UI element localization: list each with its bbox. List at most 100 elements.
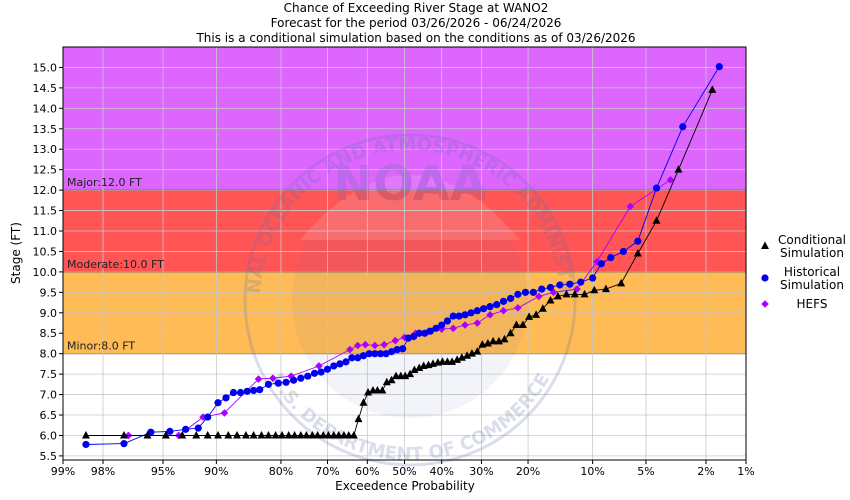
data-point xyxy=(243,387,251,395)
data-point xyxy=(81,430,90,439)
data-point xyxy=(277,430,286,439)
flood-band-label: Major:12.0 FT xyxy=(67,176,142,189)
data-point xyxy=(304,372,312,380)
data-point xyxy=(415,329,423,337)
data-point xyxy=(506,328,515,337)
data-point xyxy=(353,341,362,350)
data-point xyxy=(214,430,223,439)
data-point xyxy=(256,386,264,394)
data-point xyxy=(535,292,543,301)
data-point xyxy=(438,321,446,329)
data-point xyxy=(652,184,661,192)
data-point xyxy=(525,312,534,320)
data-point xyxy=(359,398,368,406)
data-point xyxy=(494,336,503,345)
data-point xyxy=(553,291,562,300)
chart-subtitle: Forecast for the period 03/26/2026 - 06/… xyxy=(271,16,562,30)
data-point xyxy=(570,289,579,298)
data-point xyxy=(421,329,429,337)
y-tick-label: 11.5 xyxy=(33,205,58,218)
data-point xyxy=(633,249,642,257)
x-tick-label: 2% xyxy=(697,465,714,478)
data-point xyxy=(192,430,201,439)
data-point xyxy=(512,320,521,329)
data-point xyxy=(391,336,400,345)
data-point xyxy=(166,427,174,435)
y-axis: 5.5 6.0 6.5 7.0 7.5 8.0 8.5 9.0 9.5 10.0 10.5 11.0 1… xyxy=(33,61,63,463)
grid-lines xyxy=(63,47,746,460)
data-point xyxy=(178,430,187,439)
data-point xyxy=(473,307,481,315)
data-point xyxy=(271,430,280,439)
data-point xyxy=(241,430,250,439)
y-tick-label: 6.5 xyxy=(40,409,58,422)
data-point xyxy=(371,350,379,358)
y-tick-label: 10.5 xyxy=(33,245,58,258)
data-point xyxy=(486,303,494,311)
watermark-logo-text: NOAA xyxy=(333,156,487,212)
data-point xyxy=(388,348,396,356)
x-axis-title: Exceedence Probability xyxy=(335,479,475,493)
y-tick-label: 11.0 xyxy=(33,225,58,238)
data-point xyxy=(282,378,290,386)
x-tick-label: 1% xyxy=(737,465,754,478)
legend-label: Historical xyxy=(784,265,840,279)
data-point xyxy=(250,386,258,395)
data-point xyxy=(274,379,282,387)
data-point xyxy=(486,311,494,319)
data-point xyxy=(361,340,370,349)
y-tick-label: 14.0 xyxy=(33,102,58,115)
y-tick-label: 9.0 xyxy=(40,307,58,320)
data-point xyxy=(382,350,390,358)
x-tick-label: 10% xyxy=(580,465,604,478)
legend: ConditionalSimulationHistoricalSimulatio… xyxy=(761,233,846,311)
chart-subtitle-2: This is a conditional simulation based o… xyxy=(195,31,635,45)
data-point xyxy=(532,310,541,318)
data-point xyxy=(597,260,605,268)
data-point xyxy=(284,430,293,439)
data-point xyxy=(449,312,457,320)
y-tick-label: 6.0 xyxy=(40,429,58,442)
data-point xyxy=(562,289,571,298)
legend-label: Conditional xyxy=(778,233,846,247)
y-tick-label: 12.0 xyxy=(33,184,58,197)
data-point xyxy=(315,362,323,370)
data-point xyxy=(143,430,152,439)
y-tick-label: 13.5 xyxy=(33,123,58,136)
legend-item: HEFS xyxy=(761,297,827,311)
data-point xyxy=(674,165,683,173)
x-tick-label: 95% xyxy=(151,465,175,478)
y-tick-label: 7.5 xyxy=(40,368,58,381)
x-tick-label: 90% xyxy=(204,465,228,478)
data-point xyxy=(715,63,723,71)
data-point xyxy=(342,358,350,366)
data-point xyxy=(679,123,687,131)
data-point xyxy=(634,237,642,245)
data-point xyxy=(589,274,597,282)
y-tick-label: 13.0 xyxy=(33,143,58,156)
data-point xyxy=(290,430,299,439)
legend-label: Simulation xyxy=(780,278,844,292)
legend-marker xyxy=(761,274,769,282)
data-point xyxy=(708,85,717,93)
data-point xyxy=(203,430,212,439)
data-point xyxy=(348,354,356,362)
y-tick-label: 8.0 xyxy=(40,348,58,361)
data-point xyxy=(406,369,415,378)
y-tick-label: 8.5 xyxy=(40,327,58,340)
series-conditional-simulation xyxy=(81,85,717,439)
data-point xyxy=(222,394,230,402)
data-point xyxy=(334,430,343,439)
data-point xyxy=(371,341,379,350)
data-point xyxy=(249,430,258,439)
data-point xyxy=(393,345,401,354)
data-point xyxy=(257,430,266,439)
data-point xyxy=(161,430,170,439)
data-point xyxy=(619,247,627,256)
y-axis-title: Stage (FT) xyxy=(9,222,23,284)
data-point xyxy=(467,349,476,357)
y-tick-label: 10.0 xyxy=(33,266,58,279)
